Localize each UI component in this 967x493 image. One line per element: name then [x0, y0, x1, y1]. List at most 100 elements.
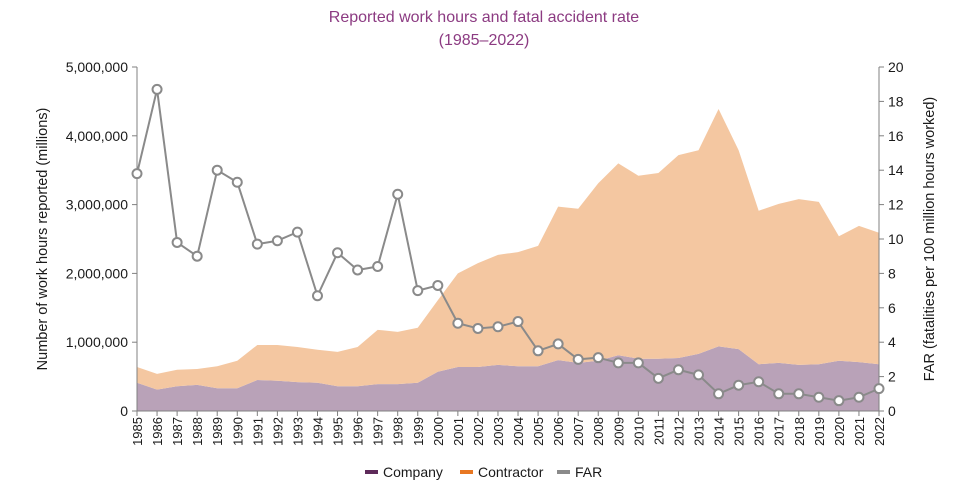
- far-point: [693, 369, 705, 381]
- far-point: [773, 388, 785, 400]
- y-tick-label-right: 2: [888, 369, 896, 385]
- y-tick-label-left: 3,000,000: [66, 197, 128, 213]
- x-tick-label: 2000: [431, 417, 446, 446]
- x-tick-label: 2015: [732, 417, 747, 446]
- x-tick-label: 2014: [712, 417, 727, 446]
- x-tick-label: 2002: [471, 417, 486, 446]
- y-tick-label-right: 10: [888, 231, 904, 247]
- far-point: [251, 238, 263, 250]
- x-tick-label: 1999: [411, 417, 426, 446]
- y-tick-label-right: 20: [888, 59, 904, 75]
- x-tick-label: 1996: [351, 417, 366, 446]
- far-point: [632, 357, 644, 369]
- y-tick-label-right: 4: [888, 334, 896, 350]
- x-tick-label: 1989: [210, 417, 225, 446]
- x-tick-label: 2013: [692, 417, 707, 446]
- y-tick-label-left: 5,000,000: [66, 59, 128, 75]
- far-point: [753, 376, 765, 388]
- x-tick-label: 2004: [511, 417, 526, 446]
- far-point: [873, 383, 885, 395]
- far-series: [131, 83, 885, 407]
- x-tick-label: 2022: [872, 417, 887, 446]
- far-point: [713, 388, 725, 400]
- x-tick-label: 1986: [150, 417, 165, 446]
- far-point: [793, 388, 805, 400]
- far-point: [833, 395, 845, 407]
- y-tick-label-left: 1,000,000: [66, 334, 128, 350]
- x-tick-label: 2016: [752, 417, 767, 446]
- y-axis-right-label: FAR (fatalities per 100 million hours wo…: [922, 97, 938, 381]
- company-area: [137, 346, 879, 411]
- far-point: [813, 391, 825, 403]
- x-tick-label: 2010: [631, 417, 646, 446]
- legend: Company Contractor FAR: [365, 464, 602, 480]
- y-tick-label-left: 2,000,000: [66, 265, 128, 281]
- far-point: [853, 391, 865, 403]
- stacked-areas: [137, 108, 879, 411]
- y-tick-label-left: 4,000,000: [66, 128, 128, 144]
- y-tick-label-right: 16: [888, 128, 904, 144]
- x-tick-label: 2009: [611, 417, 626, 446]
- y-tick-label-right: 14: [888, 162, 904, 178]
- far-point: [151, 83, 163, 95]
- far-point: [652, 372, 664, 384]
- y-tick-label-right: 12: [888, 197, 904, 213]
- x-tick-label: 1987: [170, 417, 185, 446]
- x-tick-label: 2007: [571, 417, 586, 446]
- far-point: [512, 316, 524, 328]
- far-point: [472, 322, 484, 334]
- x-tick-label: 2020: [832, 417, 847, 446]
- far-point: [532, 345, 544, 357]
- x-tick-label: 1995: [331, 417, 346, 446]
- far-point: [432, 279, 444, 291]
- y-tick-label-left: 0: [120, 403, 128, 419]
- legend-item-far: FAR: [557, 464, 602, 480]
- far-point: [572, 353, 584, 365]
- x-tick-label: 2019: [812, 417, 827, 446]
- far-point: [171, 236, 183, 248]
- x-tick-label: 2006: [551, 417, 566, 446]
- x-tick-label: 1993: [290, 417, 305, 446]
- far-point: [392, 188, 404, 200]
- far-point: [412, 285, 424, 297]
- x-tick-label: 2008: [591, 417, 606, 446]
- far-point: [332, 247, 344, 259]
- far-point: [592, 352, 604, 364]
- far-point: [352, 264, 364, 276]
- far-point: [612, 357, 624, 369]
- x-tick-label: 1985: [130, 417, 145, 446]
- x-tick-label: 2001: [451, 417, 466, 446]
- x-tick-label: 2017: [772, 417, 787, 446]
- tick-labels: 0 1,000,000 2,000,000 3,000,000 4,000,000 5,0…: [66, 59, 904, 446]
- y-tick-label-right: 18: [888, 93, 904, 109]
- x-tick-label: 1992: [270, 417, 285, 446]
- far-point: [492, 321, 504, 333]
- legend-label-contractor: Contractor: [478, 464, 544, 480]
- far-point: [191, 250, 203, 262]
- far-point: [372, 261, 384, 273]
- far-point: [452, 317, 464, 329]
- y-tick-label-right: 6: [888, 300, 896, 316]
- legend-item-contractor: Contractor: [460, 464, 544, 480]
- y-tick-label-right: 0: [888, 403, 896, 419]
- x-tick-label: 2003: [491, 417, 506, 446]
- x-tick-label: 2012: [671, 417, 686, 446]
- far-point: [311, 290, 323, 302]
- far-point: [733, 379, 745, 391]
- x-tick-label: 1997: [371, 417, 386, 446]
- contractor-area: [137, 108, 879, 390]
- x-tick-label: 2021: [852, 417, 867, 446]
- far-point: [231, 176, 243, 188]
- x-tick-label: 2011: [651, 417, 666, 445]
- far-point: [552, 338, 564, 350]
- x-tick-label: 1991: [250, 417, 265, 446]
- legend-label-company: Company: [383, 464, 443, 480]
- far-point: [672, 364, 684, 376]
- far-point: [131, 168, 143, 180]
- x-tick-label: 1994: [310, 417, 325, 446]
- y-tick-label-right: 8: [888, 265, 896, 281]
- chart-subtitle: (1985–2022): [439, 32, 530, 49]
- legend-label-far: FAR: [575, 464, 602, 480]
- far-point: [271, 235, 283, 247]
